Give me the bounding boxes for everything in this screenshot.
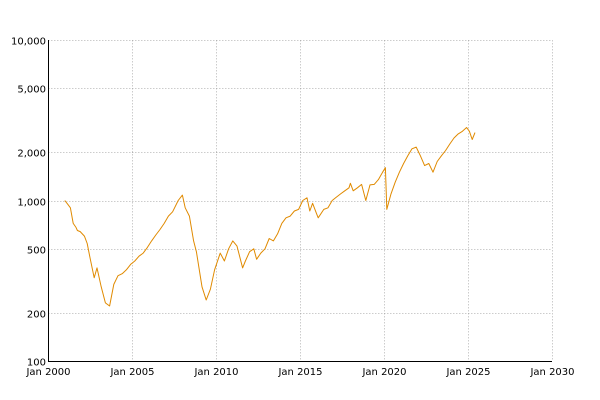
- x-tick-label: Jan 2005: [109, 367, 154, 378]
- y-tick-label: 5,000: [17, 85, 46, 96]
- grid: [48, 40, 553, 362]
- series-line: [64, 127, 476, 307]
- x-tick-label: Jan 2015: [277, 367, 322, 378]
- x-tick-label: Jan 2025: [445, 367, 490, 378]
- y-tick-label: 100: [27, 358, 46, 369]
- y-tick-label: 500: [27, 246, 46, 257]
- y-tick-label: 2,000: [17, 149, 46, 160]
- y-tick-label: 10,000: [11, 37, 46, 48]
- x-tick-label: Jan 2010: [193, 367, 238, 378]
- y-tick-label: 200: [27, 310, 46, 321]
- axes: [48, 40, 552, 362]
- x-tick-label: Jan 2020: [361, 367, 406, 378]
- x-tick-label: Jan 2030: [529, 367, 574, 378]
- y-tick-label: 1,000: [17, 198, 46, 209]
- x-tick-label: Jan 2000: [25, 367, 70, 378]
- series-layer: [64, 127, 476, 307]
- tick-labels: Jan 2000 Jan 2005 Jan 2010 Jan 2015 Jan 2020…: [11, 37, 575, 379]
